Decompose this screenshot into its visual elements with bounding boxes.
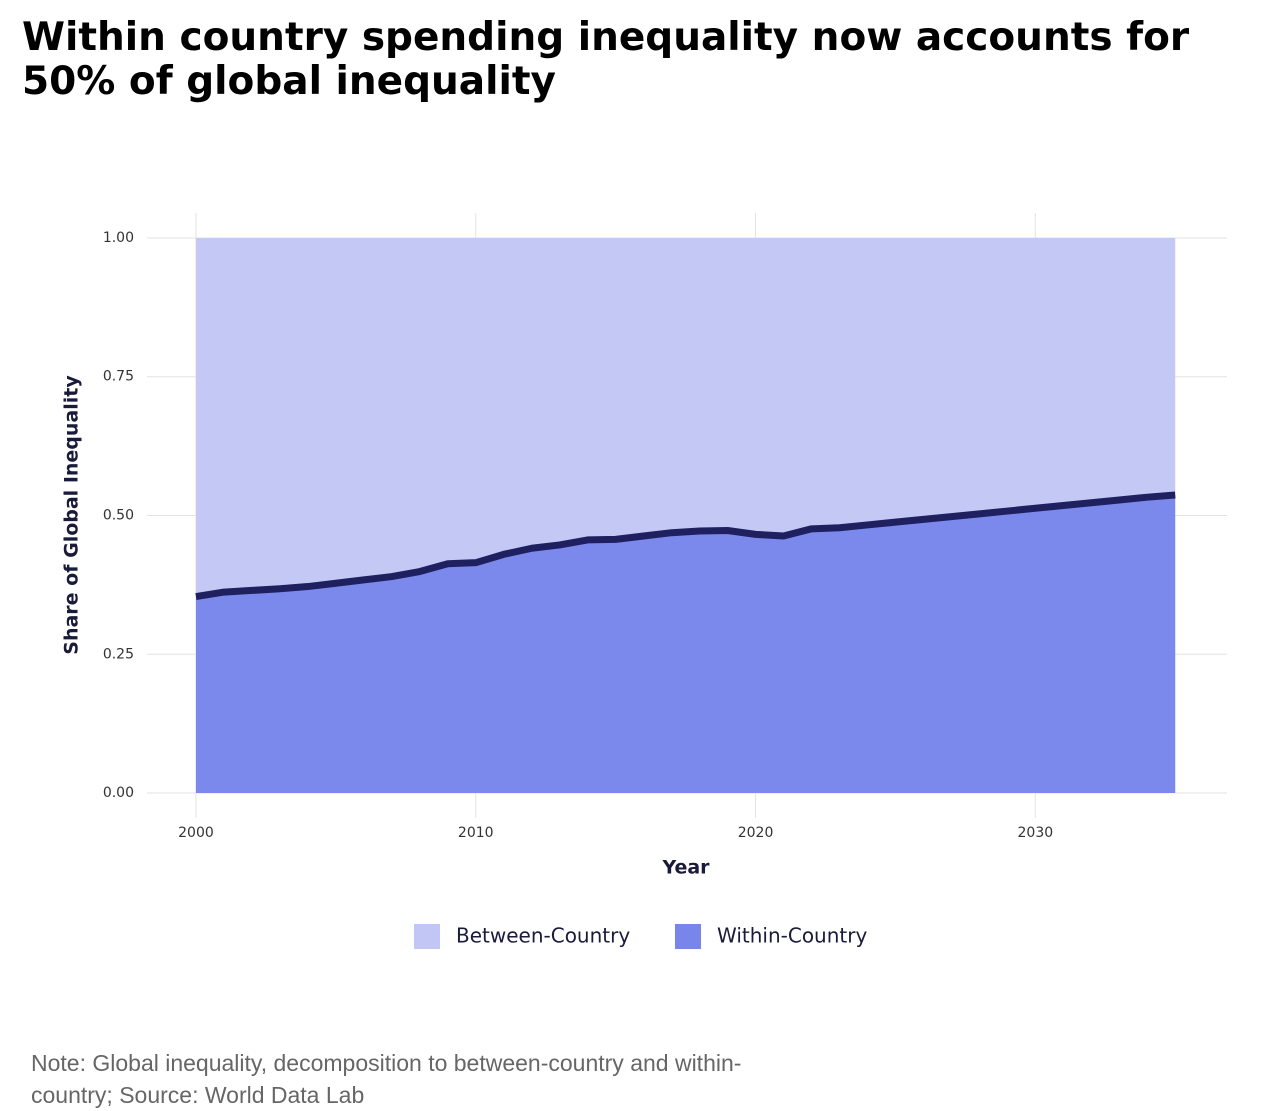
legend-label: Between-Country: [456, 924, 630, 948]
y-tick-label: 0.00: [103, 785, 134, 801]
legend-label: Within-Country: [717, 924, 867, 948]
x-axis-label: Year: [661, 857, 710, 879]
legend-swatch: [414, 924, 440, 949]
y-tick-label: 0.25: [103, 646, 134, 662]
y-tick-label: 0.50: [103, 508, 134, 524]
legend-swatch: [675, 924, 701, 949]
x-tick-label: 2020: [738, 825, 774, 841]
x-tick-label: 2000: [178, 825, 214, 841]
area: [195, 237, 1176, 597]
line: [195, 491, 1176, 600]
y-tick-label: 0.75: [103, 369, 134, 385]
chart-title: Within country spending inequality now a…: [22, 15, 1190, 104]
x-tick-label: 2030: [1018, 825, 1054, 841]
area: [195, 494, 1176, 794]
x-tick-label: 2010: [458, 825, 494, 841]
note: Note: Global inequality, decomposition t…: [31, 1050, 742, 1108]
y-tick-label: 1.00: [103, 230, 134, 246]
y-axis-label: Share of Global Inequality: [61, 375, 83, 655]
